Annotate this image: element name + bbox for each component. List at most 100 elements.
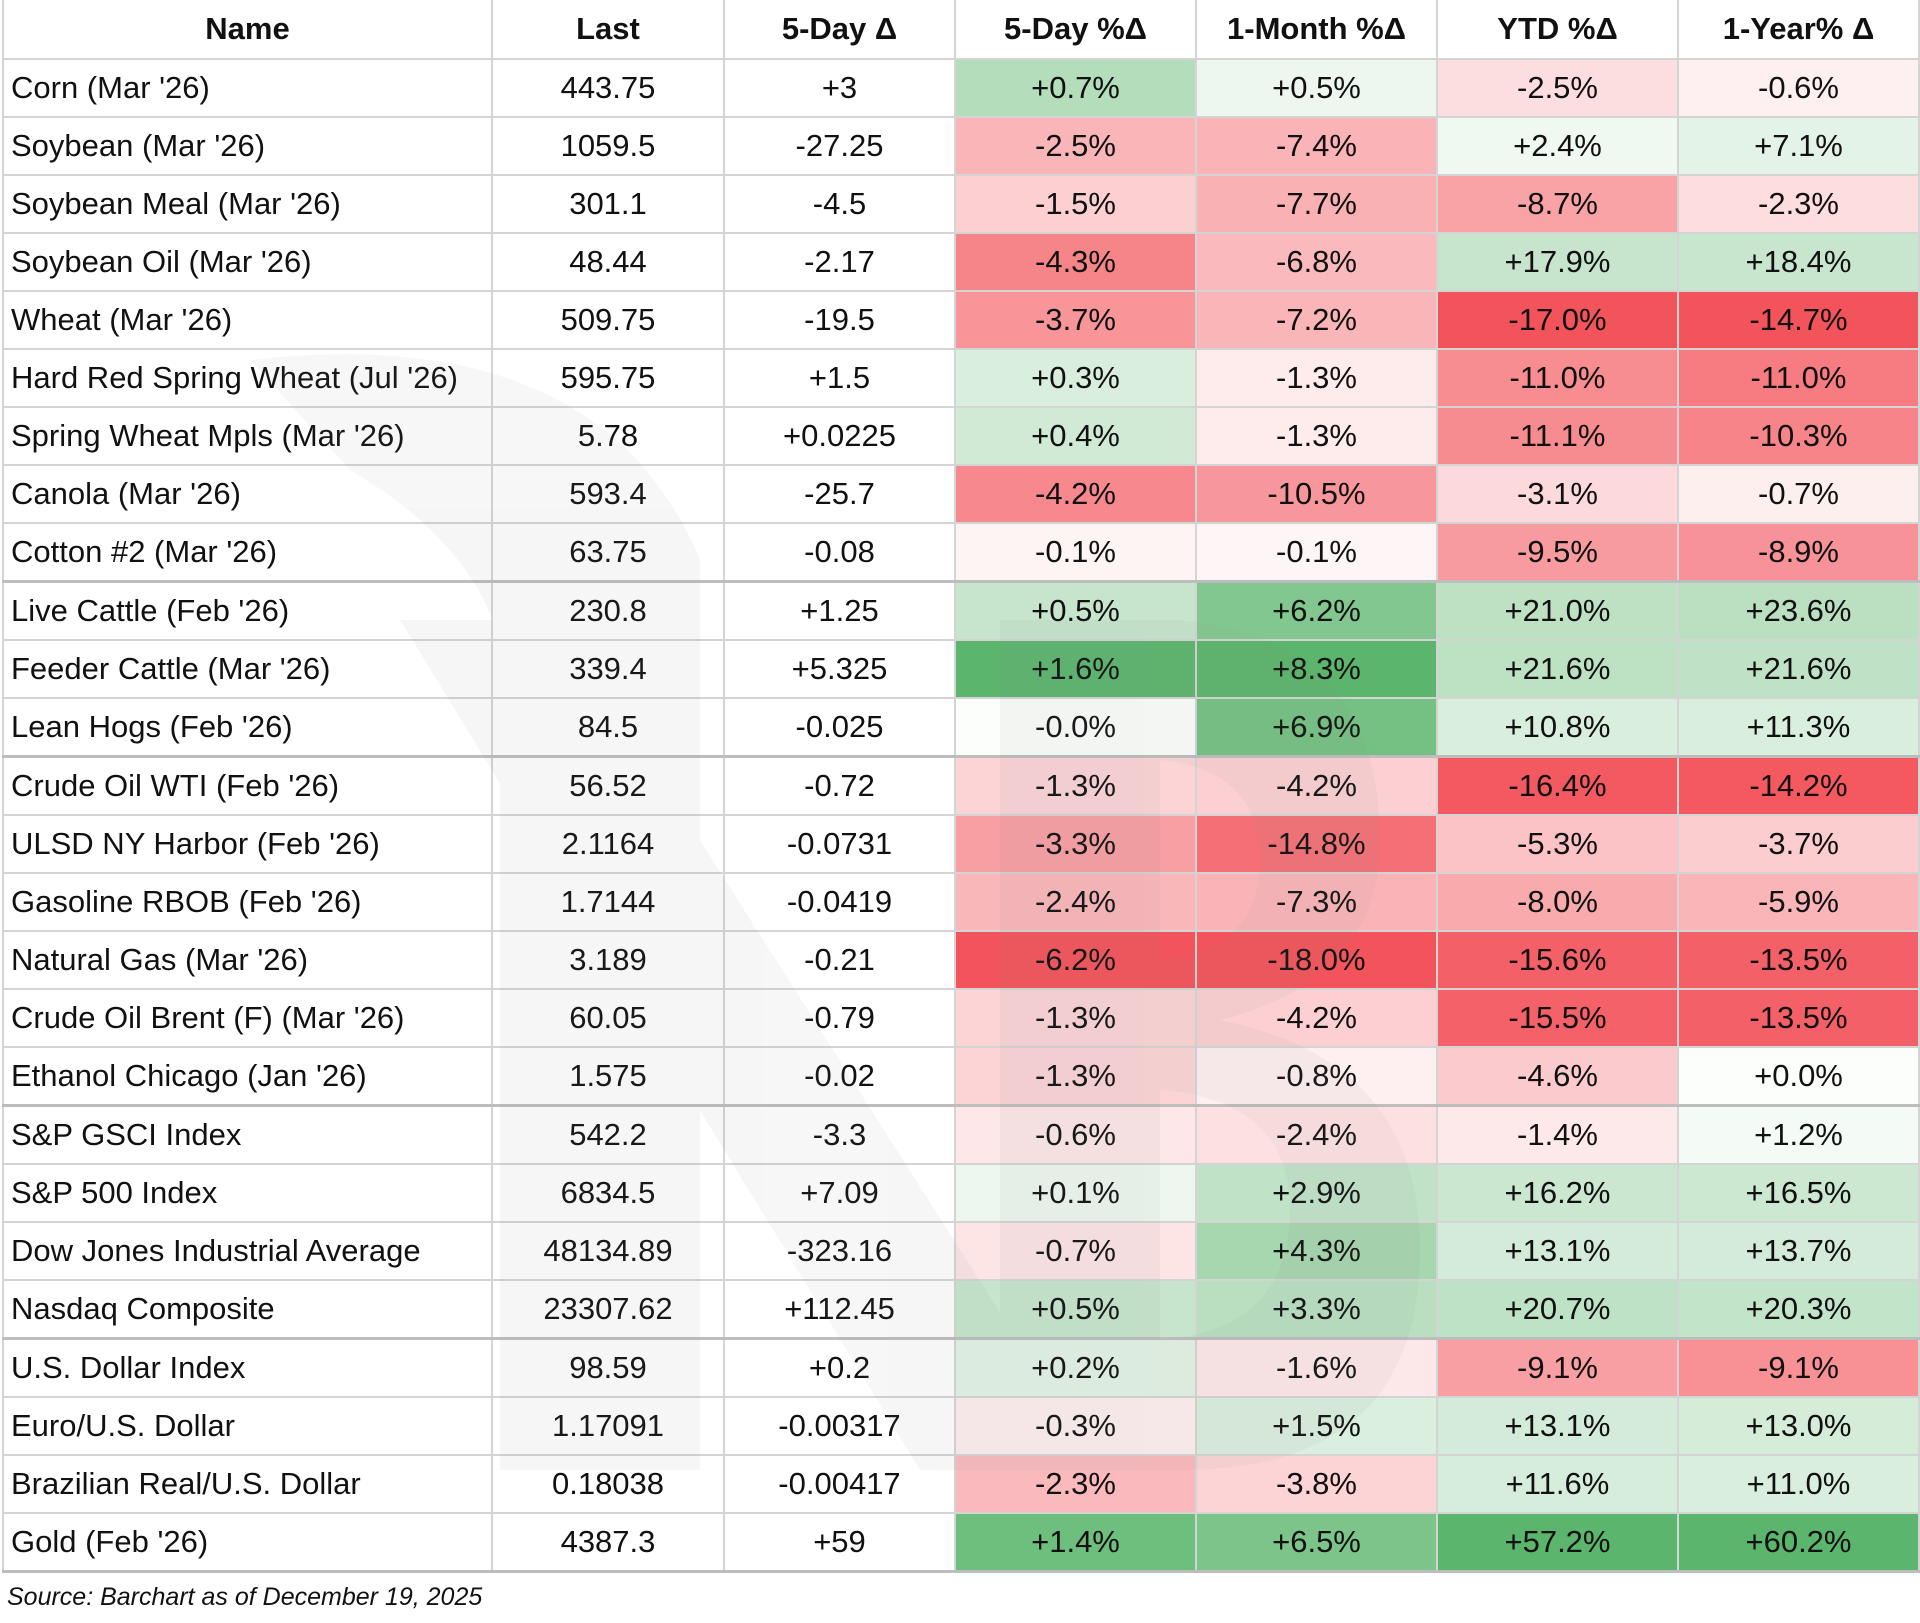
cell-5day-change: -4.5 (723, 174, 956, 234)
table-row: Nasdaq Composite 23307.62 +112.45 +0.5% +3.3… (2, 1279, 1920, 1340)
cell-5day-pct: -1.5% (954, 174, 1197, 234)
cell-5day-change: -0.025 (723, 697, 956, 758)
cell-5day-pct: -0.0% (954, 697, 1197, 758)
cell-5day-change: +1.25 (723, 580, 956, 641)
table-row: Corn (Mar '26) 443.75 +3 +0.7% +0.5% -2.5% -0.… (2, 58, 1920, 118)
cell-1year-pct: -8.9% (1677, 522, 1920, 583)
table-row: Feeder Cattle (Mar '26) 339.4 +5.325 +1.6% +… (2, 639, 1920, 699)
table-row: Live Cattle (Feb '26) 230.8 +1.25 +0.5% +6.2… (2, 580, 1920, 641)
cell-last: 48.44 (491, 232, 725, 292)
cell-ytd-pct: +21.6% (1436, 639, 1679, 699)
cell-name: Dow Jones Industrial Average (2, 1221, 493, 1281)
cell-5day-change: -0.0419 (723, 872, 956, 932)
cell-ytd-pct: +11.6% (1436, 1454, 1679, 1514)
cell-name: Feeder Cattle (Mar '26) (2, 639, 493, 699)
cell-name: Crude Oil Brent (F) (Mar '26) (2, 988, 493, 1048)
cell-1month-pct: +1.5% (1195, 1396, 1438, 1456)
cell-1month-pct: -4.2% (1195, 988, 1438, 1048)
header-row: Name Last 5-Day Δ 5-Day %Δ 1-Month %Δ YT… (2, 0, 1920, 60)
cell-5day-change: -0.72 (723, 755, 956, 816)
cell-5day-pct: -4.2% (954, 464, 1197, 524)
cell-ytd-pct: +16.2% (1436, 1163, 1679, 1223)
cell-1year-pct: -14.7% (1677, 290, 1920, 350)
cell-1year-pct: +23.6% (1677, 580, 1920, 641)
cell-5day-change: -0.08 (723, 522, 956, 583)
cell-last: 542.2 (491, 1104, 725, 1165)
cell-ytd-pct: -8.7% (1436, 174, 1679, 234)
cell-1year-pct: -3.7% (1677, 814, 1920, 874)
cell-last: 5.78 (491, 406, 725, 466)
cell-1month-pct: -0.8% (1195, 1046, 1438, 1107)
cell-last: 3.189 (491, 930, 725, 990)
cell-name: Canola (Mar '26) (2, 464, 493, 524)
cell-name: Natural Gas (Mar '26) (2, 930, 493, 990)
cell-5day-pct: -6.2% (954, 930, 1197, 990)
cell-ytd-pct: +17.9% (1436, 232, 1679, 292)
cell-ytd-pct: +13.1% (1436, 1221, 1679, 1281)
cell-ytd-pct: -2.5% (1436, 58, 1679, 118)
cell-name: S&P 500 Index (2, 1163, 493, 1223)
cell-5day-pct: -1.3% (954, 1046, 1197, 1107)
cell-5day-pct: +1.4% (954, 1512, 1197, 1573)
cell-last: 1.575 (491, 1046, 725, 1107)
cell-ytd-pct: +10.8% (1436, 697, 1679, 758)
col-header-5day-pct: 5-Day %Δ (954, 0, 1197, 60)
cell-last: 0.18038 (491, 1454, 725, 1514)
cell-5day-pct: -0.1% (954, 522, 1197, 583)
cell-5day-change: -3.3 (723, 1104, 956, 1165)
cell-5day-change: -0.0731 (723, 814, 956, 874)
cell-name: Euro/U.S. Dollar (2, 1396, 493, 1456)
cell-5day-pct: +0.4% (954, 406, 1197, 466)
cell-5day-change: -0.00317 (723, 1396, 956, 1456)
cell-5day-pct: +0.5% (954, 1279, 1197, 1340)
cell-1year-pct: +60.2% (1677, 1512, 1920, 1573)
table-row: Spring Wheat Mpls (Mar '26) 5.78 +0.0225 +0… (2, 406, 1920, 466)
cell-5day-change: -0.02 (723, 1046, 956, 1107)
table-row: Ethanol Chicago (Jan '26) 1.575 -0.02 -1.3%… (2, 1046, 1920, 1107)
cell-ytd-pct: -15.5% (1436, 988, 1679, 1048)
cell-1month-pct: -7.4% (1195, 116, 1438, 176)
table-row: Canola (Mar '26) 593.4 -25.7 -4.2% -10.5% -3.… (2, 464, 1920, 524)
cell-5day-change: -25.7 (723, 464, 956, 524)
cell-name: Brazilian Real/U.S. Dollar (2, 1454, 493, 1514)
table-row: Wheat (Mar '26) 509.75 -19.5 -3.7% -7.2% -17.… (2, 290, 1920, 350)
cell-ytd-pct: +20.7% (1436, 1279, 1679, 1340)
cell-ytd-pct: -11.0% (1436, 348, 1679, 408)
cell-1year-pct: +1.2% (1677, 1104, 1920, 1165)
cell-ytd-pct: +2.4% (1436, 116, 1679, 176)
cell-1month-pct: +2.9% (1195, 1163, 1438, 1223)
performance-table: Name Last 5-Day Δ 5-Day %Δ 1-Month %Δ YT… (2, 0, 1920, 1573)
cell-1month-pct: -1.3% (1195, 406, 1438, 466)
cell-ytd-pct: -3.1% (1436, 464, 1679, 524)
cell-5day-pct: -0.3% (954, 1396, 1197, 1456)
cell-last: 1.17091 (491, 1396, 725, 1456)
table-row: Crude Oil Brent (F) (Mar '26) 60.05 -0.79-… (2, 988, 1920, 1048)
cell-5day-pct: -3.3% (954, 814, 1197, 874)
cell-last: 509.75 (491, 290, 725, 350)
cell-1month-pct: -18.0% (1195, 930, 1438, 990)
table-row: Brazilian Real/U.S. Dollar 0.18038 -0.0041… (2, 1454, 1920, 1514)
cell-last: 84.5 (491, 697, 725, 758)
cell-1year-pct: +13.0% (1677, 1396, 1920, 1456)
cell-5day-change: -2.17 (723, 232, 956, 292)
cell-last: 301.1 (491, 174, 725, 234)
cell-1year-pct: -13.5% (1677, 988, 1920, 1048)
table-body: Corn (Mar '26) 443.75 +3 +0.7% +0.5% -2.5% -0.… (2, 58, 1920, 1573)
cell-name: ULSD NY Harbor (Feb '26) (2, 814, 493, 874)
cell-1year-pct: -0.6% (1677, 58, 1920, 118)
cell-ytd-pct: -4.6% (1436, 1046, 1679, 1107)
cell-1year-pct: +0.0% (1677, 1046, 1920, 1107)
cell-5day-pct: -0.7% (954, 1221, 1197, 1281)
cell-5day-change: -0.21 (723, 930, 956, 990)
cell-5day-change: -19.5 (723, 290, 956, 350)
table-row: Dow Jones Industrial Average 48134.89 -323… (2, 1221, 1920, 1281)
cell-1month-pct: +4.3% (1195, 1221, 1438, 1281)
table-row: Euro/U.S. Dollar 1.17091 -0.00317 -0.3% +1.5… (2, 1396, 1920, 1456)
cell-1month-pct: -1.3% (1195, 348, 1438, 408)
cell-name: Wheat (Mar '26) (2, 290, 493, 350)
col-header-5day-change: 5-Day Δ (723, 0, 956, 60)
cell-1year-pct: -14.2% (1677, 755, 1920, 816)
table-row: Soybean Oil (Mar '26) 48.44 -2.17 -4.3% -6.8… (2, 232, 1920, 292)
cell-ytd-pct: -11.1% (1436, 406, 1679, 466)
